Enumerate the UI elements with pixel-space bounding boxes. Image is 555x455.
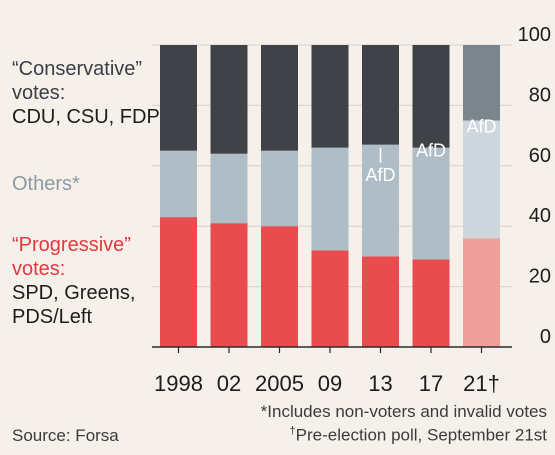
legend-progressive-parties-2: PDS/Left	[12, 306, 93, 328]
y-tick-label: 0	[540, 326, 551, 348]
legend-conservative-parties: CDU, CSU, FDP	[12, 106, 160, 128]
x-tick-label: 09	[318, 371, 342, 396]
x-tick-label: 21†	[463, 371, 500, 396]
legend-conservative: “Conservative” votes: CDU, CSU, FDP	[12, 57, 162, 129]
footnote-nonvoters: *Includes non-voters and invalid votes	[260, 402, 547, 421]
y-tick-label: 60	[529, 145, 551, 167]
bar-segment-others	[311, 147, 349, 251]
y-tick-label: 100	[518, 24, 551, 46]
bar-segment-conservative	[261, 45, 298, 151]
bar-segment-progressive	[210, 223, 248, 347]
legend-progressive-title: “Progressive” votes:	[12, 234, 131, 280]
bar-segment-others	[463, 120, 500, 239]
y-tick-label: 40	[529, 205, 551, 227]
bar-segment-others	[362, 144, 399, 257]
legend-progressive-parties-1: SPD, Greens,	[12, 282, 136, 304]
bar-segment-conservative	[412, 45, 450, 148]
x-tick-label: 13	[368, 371, 392, 396]
bar-segment-conservative	[160, 45, 197, 151]
x-tick-label: 17	[419, 371, 443, 396]
bar-segment-conservative	[463, 45, 500, 121]
bar-segment-progressive	[362, 256, 399, 347]
bar-segment-others	[210, 153, 248, 224]
bar-segment-conservative	[362, 45, 399, 145]
legend-conservative-title: “Conservative” votes:	[12, 58, 143, 104]
dagger-mark: †	[289, 425, 296, 437]
footnote-poll-text: Pre-election poll, September 21st	[295, 425, 547, 445]
legend-others: Others*	[12, 173, 80, 195]
afd-label: AfD	[416, 141, 446, 161]
bar-segment-others	[261, 150, 298, 227]
y-tick-label: 20	[529, 266, 551, 288]
bar-segment-others	[412, 147, 450, 260]
footnote-poll: †Pre-election poll, September 21st	[290, 425, 547, 446]
afd-label: AfD	[466, 117, 496, 137]
bar-segment-conservative	[311, 45, 349, 148]
bar-segment-progressive	[160, 217, 197, 347]
legend-progressive: “Progressive” votes: SPD, Greens, PDS/Le…	[12, 233, 152, 329]
bar-segment-progressive	[261, 226, 298, 347]
bar-segment-progressive	[311, 250, 349, 347]
x-tick-label: 2005	[255, 371, 304, 396]
y-tick-label: 80	[529, 84, 551, 106]
afd-label: AfD	[365, 165, 395, 185]
bar-segment-conservative	[210, 45, 248, 154]
x-tick-label: 02	[217, 371, 241, 396]
bar-segment-progressive	[412, 259, 450, 347]
x-tick-label: 1998	[154, 371, 203, 396]
bar-segment-others	[160, 150, 197, 218]
source-note: Source: Forsa	[12, 426, 119, 445]
bar-segment-progressive	[463, 238, 500, 347]
